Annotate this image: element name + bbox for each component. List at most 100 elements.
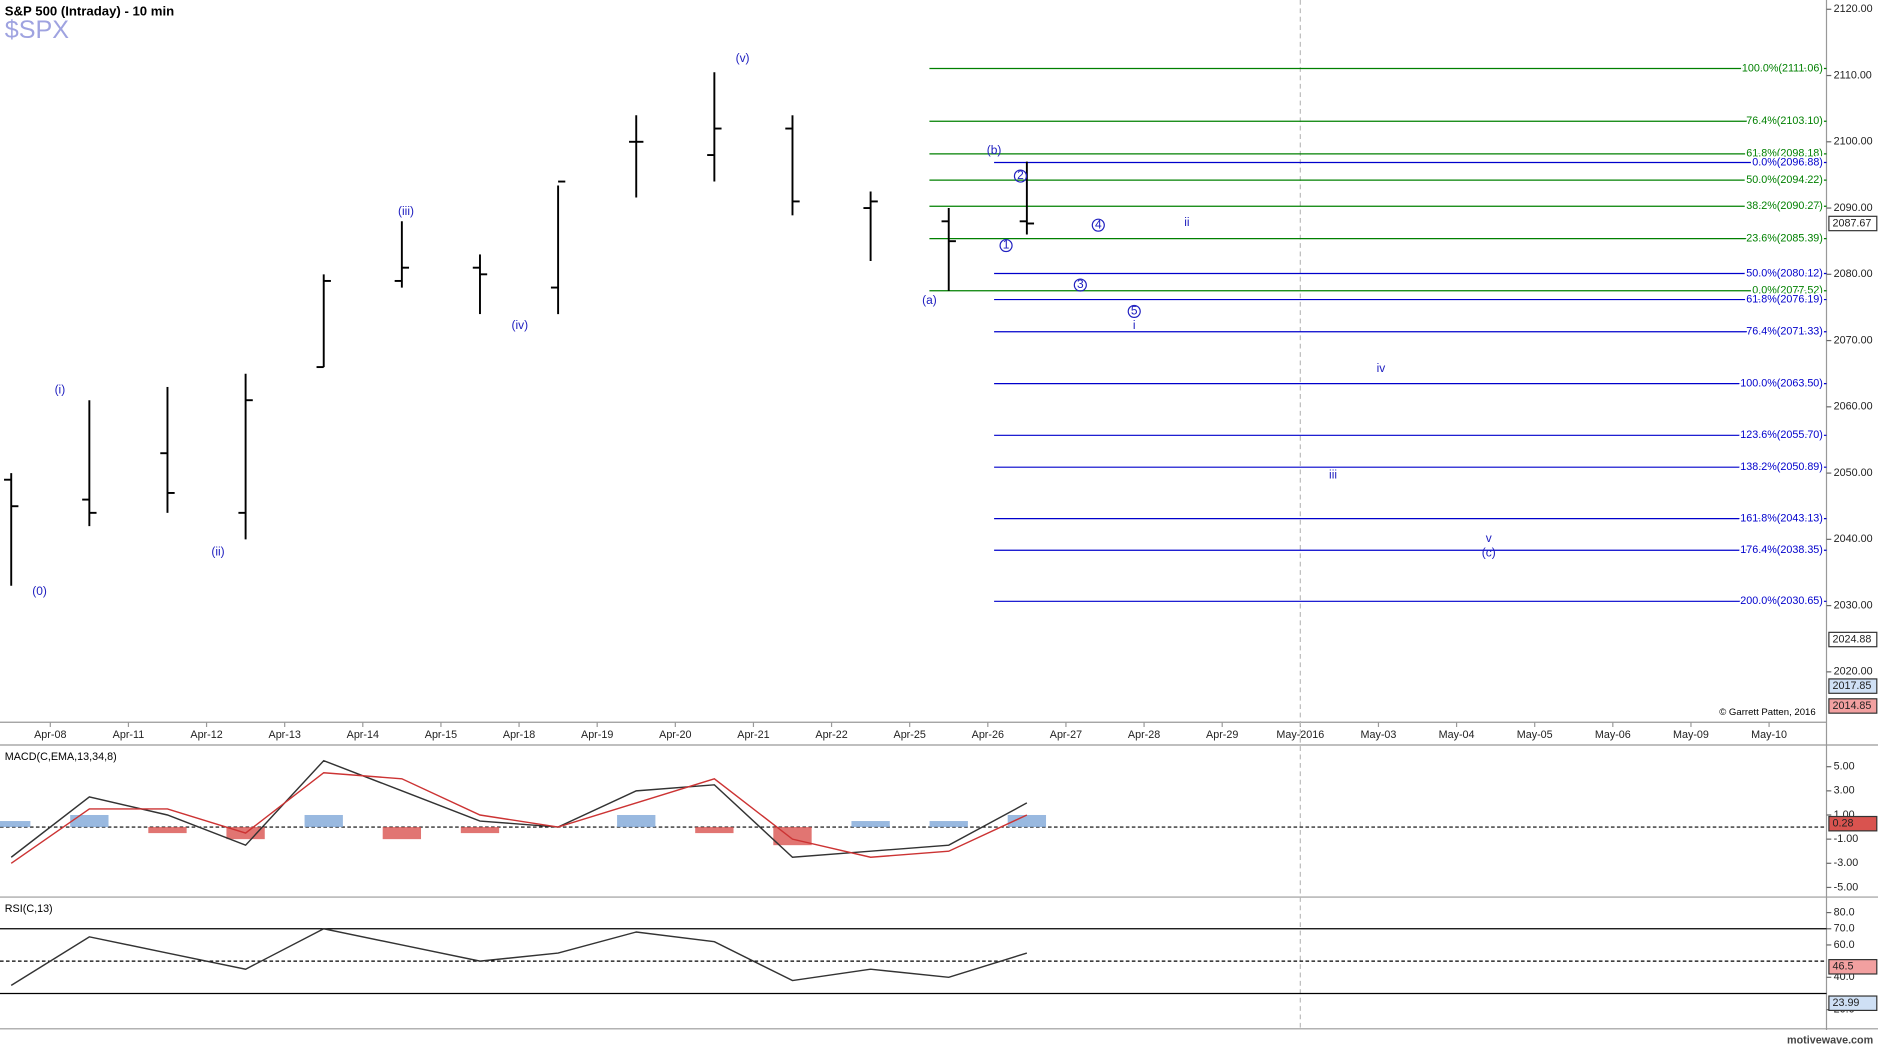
x-tick-label: Apr-08 (34, 729, 66, 741)
fib-level-label: 50.0%(2094.22) (1746, 174, 1823, 186)
y-tick-label: -3.00 (1834, 857, 1859, 869)
wave-label: iii (1329, 468, 1337, 482)
histogram-bar (70, 814, 109, 828)
x-tick-label: Apr-11 (113, 729, 145, 741)
x-tick-label: Apr-18 (503, 729, 535, 741)
x-tick-label: Apr-29 (1206, 729, 1238, 741)
value-box (1828, 995, 1878, 1012)
footer-brand: motivewave.com (1787, 1035, 1873, 1047)
wave-label: (c) (1482, 546, 1496, 560)
value-box (1828, 815, 1878, 832)
x-tick-label: May-2016 (1276, 729, 1324, 741)
fib-level-label: 100.0%(2111.06) (1742, 62, 1823, 74)
histogram-bar (1007, 814, 1047, 828)
macd-line (10, 759, 1028, 858)
wave-circle (1127, 304, 1141, 318)
fib-level-label: 176.4%(2038.35) (1740, 544, 1823, 556)
fib-level-label: 200.0%(2030.65) (1740, 595, 1823, 607)
wave-label: 5 (1131, 304, 1138, 318)
wave-label: 4 (1095, 217, 1102, 231)
histogram-bar (460, 827, 500, 834)
x-tick-label: Apr-28 (1128, 729, 1160, 741)
value-box (1828, 678, 1878, 694)
fib-level-label: 0.0%(2096.88) (1752, 156, 1823, 168)
wave-label: 1 (1003, 238, 1010, 252)
symbol-watermark: $SPX (5, 16, 70, 44)
y-tick-label: 2110.00 (1834, 69, 1872, 81)
x-tick-label: Apr-25 (894, 729, 926, 741)
wave-label: (a) (922, 293, 937, 307)
fib-level-label: 123.6%(2055.70) (1740, 429, 1823, 441)
fib-level-label: 100.0%(2063.50) (1740, 377, 1823, 389)
rsi-title: RSI(C,13) (5, 903, 53, 915)
y-tick-label: 2040.00 (1834, 533, 1873, 545)
y-tick-label: 2060.00 (1834, 401, 1873, 413)
y-tick-label: 2020.00 (1834, 666, 1873, 678)
y-tick-label: 2120.00 (1834, 3, 1873, 15)
wave-label: (ii) (211, 544, 224, 558)
fib-level-label: 0.0%(2077.52) (1752, 285, 1823, 297)
values-line (10, 928, 1028, 987)
wave-label: (iv) (511, 318, 528, 332)
value-box (1828, 215, 1878, 232)
y-tick-label: 2090.00 (1834, 202, 1873, 214)
value-box-label: 46.5 (1832, 961, 1853, 973)
fib-level-label: 23.6%(2085.39) (1746, 232, 1823, 244)
value-box (1828, 631, 1878, 648)
fib-level-label: 61.8%(2098.18) (1746, 148, 1823, 160)
x-tick-label: May-10 (1751, 729, 1787, 741)
x-tick-label: Apr-21 (737, 729, 769, 741)
y-tick-label: 2050.00 (1834, 467, 1873, 479)
value-box-label: 2014.85 (1832, 700, 1871, 712)
wave-circle (1013, 169, 1028, 183)
value-box-label: 2024.88 (1832, 633, 1871, 645)
histogram-bar (148, 827, 187, 834)
x-tick-label: May-04 (1439, 729, 1475, 741)
value-box-label: 23.99 (1832, 997, 1859, 1009)
x-tick-label: Apr-13 (269, 729, 301, 741)
x-tick-label: Apr-19 (581, 729, 613, 741)
histogram-bar (0, 821, 31, 828)
fib-level-label: 161.8%(2043.13) (1740, 512, 1823, 524)
x-tick-label: Apr-27 (1050, 729, 1082, 741)
wave-label: 2 (1017, 168, 1024, 182)
fib-level-label: 76.4%(2103.10) (1746, 115, 1823, 127)
y-tick-label: -5.00 (1834, 881, 1859, 893)
histogram-bar (382, 827, 422, 840)
x-tick-label: May-05 (1517, 729, 1553, 741)
x-tick-label: Apr-14 (347, 729, 379, 741)
wave-circle (999, 238, 1013, 253)
histogram-bar (695, 827, 734, 834)
wave-label: (0) (32, 584, 47, 598)
wave-label: i (1133, 318, 1136, 332)
histogram-bar (617, 814, 656, 828)
x-tick-label: May-03 (1360, 729, 1396, 741)
x-tick-label: Apr-26 (972, 729, 1004, 741)
y-tick-label: 80.0 (1834, 906, 1855, 918)
fib-level-label: 50.0%(2080.12) (1746, 267, 1823, 279)
x-tick-label: Apr-22 (815, 729, 847, 741)
value-box-label: 2087.67 (1832, 217, 1871, 229)
histogram-bar (851, 821, 890, 828)
wave-circle (1073, 278, 1087, 292)
value-box (1828, 959, 1878, 975)
macd-title: MACD(C,EMA,13,34,8) (5, 751, 117, 763)
fib-level-label: 76.4%(2071.33) (1746, 326, 1823, 338)
wave-label: (b) (987, 143, 1002, 157)
y-tick-label: -1.00 (1834, 833, 1859, 845)
y-tick-label: 3.00 (1834, 785, 1855, 797)
value-box-label: 0.28 (1832, 818, 1853, 830)
wave-label: 3 (1077, 277, 1084, 291)
histogram-bar (304, 814, 343, 828)
fib-level-label: 38.2%(2090.27) (1746, 200, 1823, 212)
chart-title: S&P 500 (Intraday) - 10 min (5, 3, 174, 18)
x-tick-label: May-06 (1595, 729, 1631, 741)
wave-label: (i) (55, 383, 66, 397)
x-tick-label: Apr-15 (425, 729, 457, 741)
y-tick-label: 70.0 (1834, 923, 1855, 935)
wave-label: (iii) (398, 204, 414, 218)
wave-label: v (1486, 531, 1492, 545)
